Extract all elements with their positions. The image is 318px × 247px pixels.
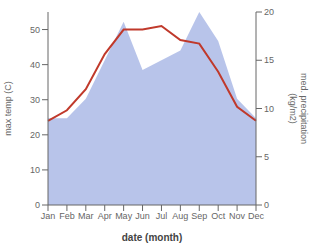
svg-text:Dec: Dec [248, 211, 265, 221]
svg-text:0: 0 [35, 200, 40, 210]
svg-text:15: 15 [264, 55, 274, 65]
svg-text:5: 5 [264, 152, 269, 162]
svg-text:max temp (C): max temp (C) [3, 81, 13, 136]
svg-text:med. precipitation(kg/m2): med. precipitation(kg/m2) [288, 73, 309, 144]
svg-text:30: 30 [30, 95, 40, 105]
svg-text:Aug: Aug [172, 211, 188, 221]
svg-text:40: 40 [30, 60, 40, 70]
svg-text:50: 50 [30, 25, 40, 35]
svg-text:Oct: Oct [211, 211, 226, 221]
svg-text:20: 20 [30, 130, 40, 140]
svg-text:Jun: Jun [135, 211, 150, 221]
svg-text:Nov: Nov [229, 211, 246, 221]
svg-text:Jan: Jan [41, 211, 56, 221]
svg-text:20: 20 [264, 7, 274, 17]
svg-text:Feb: Feb [59, 211, 75, 221]
svg-text:Sep: Sep [191, 211, 207, 221]
svg-text:0: 0 [264, 200, 269, 210]
svg-text:Jul: Jul [156, 211, 168, 221]
svg-text:date (month): date (month) [122, 232, 183, 243]
svg-text:Apr: Apr [98, 211, 112, 221]
svg-text:10: 10 [264, 104, 274, 114]
svg-text:Mar: Mar [78, 211, 94, 221]
svg-text:10: 10 [30, 165, 40, 175]
svg-text:May: May [115, 211, 133, 221]
